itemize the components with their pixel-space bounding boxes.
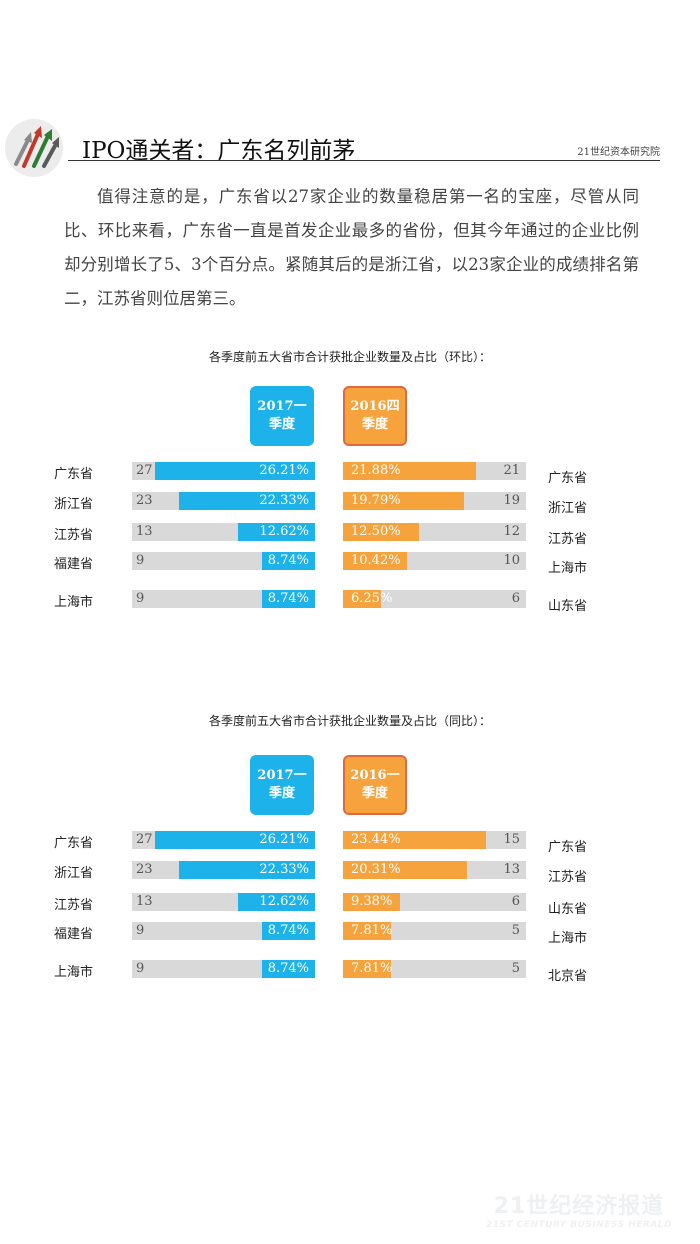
percent-label: 10.42% — [351, 553, 401, 568]
count-label: 6 — [511, 894, 520, 909]
count-label: 23 — [136, 493, 153, 508]
count-label: 13 — [503, 862, 520, 877]
badge-current: 2017一季度 — [250, 755, 314, 815]
province-label: 江苏省 — [54, 898, 94, 913]
province-label: 上海市 — [548, 931, 588, 946]
count-label: 13 — [136, 524, 153, 539]
percent-label: 12.62% — [259, 524, 309, 539]
bar-fill — [343, 462, 477, 480]
percent-label: 26.21% — [259, 463, 309, 478]
count-label: 9 — [136, 591, 145, 606]
province-label: 福建省 — [54, 557, 94, 572]
percent-label: 8.74% — [267, 923, 309, 938]
count-label: 9 — [136, 923, 145, 938]
percent-label: 12.62% — [259, 894, 309, 909]
badge-previous: 2016一季度 — [343, 755, 407, 815]
page-title: IPO通关者：广东名列前茅 — [82, 138, 356, 164]
province-label: 上海市 — [548, 561, 588, 576]
footer-watermark: 21世纪经济报道 21ST CENTURY BUSINESS HERALD — [486, 1188, 672, 1230]
chart-title: 各季度前五大省市合计获批企业数量及占比（同比）： — [208, 714, 491, 728]
count-label: 23 — [136, 862, 153, 877]
bar-fill — [343, 590, 382, 608]
badge-label: 2016一季度 — [350, 768, 400, 801]
count-label: 10 — [503, 553, 520, 568]
rising-arrows-icon — [5, 119, 63, 177]
badge-label: 2016四季度 — [350, 399, 400, 432]
percent-label: 7.81% — [351, 923, 393, 938]
bar-track — [343, 590, 526, 608]
bar-fill — [343, 960, 391, 978]
bar-fill — [343, 523, 420, 541]
count-label: 27 — [136, 463, 153, 478]
province-label: 山东省 — [548, 902, 588, 917]
badge-previous: 2016四季度 — [343, 386, 407, 446]
province-label: 广东省 — [54, 467, 94, 482]
province-label: 上海市 — [54, 595, 94, 610]
badge-current: 2017一季度 — [250, 386, 314, 446]
count-label: 21 — [503, 463, 520, 478]
bar-fill — [343, 552, 407, 570]
percent-label: 20.31% — [351, 862, 401, 877]
badge-label: 2017一季度 — [257, 399, 307, 432]
province-label: 江苏省 — [54, 528, 94, 543]
bar-fill — [238, 893, 315, 911]
province-label: 广东省 — [548, 471, 588, 486]
percent-label: 9.38% — [351, 894, 393, 909]
count-label: 6 — [511, 591, 520, 606]
header-divider — [68, 160, 660, 161]
percent-label: 8.74% — [267, 553, 309, 568]
count-label: 12 — [503, 524, 520, 539]
bar-fill — [261, 552, 315, 570]
percent-label: 12.50% — [351, 524, 401, 539]
count-label: 9 — [136, 553, 145, 568]
footer-name-en: 21ST CENTURY BUSINESS HERALD — [485, 1220, 672, 1230]
bar-fill — [343, 861, 467, 879]
count-label: 19 — [503, 493, 520, 508]
percent-label: 8.74% — [267, 961, 309, 976]
chart-title: 各季度前五大省市合计获批企业数量及占比（环比）： — [208, 350, 491, 364]
province-label: 广东省 — [548, 840, 588, 855]
percent-label: 22.33% — [259, 493, 309, 508]
percent-label: 21.88% — [351, 463, 401, 478]
percent-label: 8.74% — [267, 591, 309, 606]
bar-fill — [343, 922, 391, 940]
bar-fill — [155, 462, 315, 480]
intro-paragraph: 值得注意的是，广东省以27家企业的数量稳居第一名的宝座，尽管从同比、环比来看，广… — [64, 187, 639, 308]
bar-fill — [238, 523, 315, 541]
percent-label: 6.25% — [351, 591, 393, 606]
bar-fill — [155, 831, 315, 849]
percent-label: 23.44% — [351, 832, 401, 847]
province-label: 浙江省 — [54, 866, 94, 881]
province-label: 江苏省 — [548, 532, 588, 547]
province-label: 山东省 — [548, 599, 588, 614]
province-label: 浙江省 — [54, 497, 94, 512]
bar-fill — [178, 861, 315, 879]
province-label: 江苏省 — [548, 870, 588, 885]
bar-fill — [261, 922, 315, 940]
province-label: 上海市 — [54, 965, 94, 980]
percent-label: 7.81% — [351, 961, 393, 976]
badge-label: 2017一季度 — [257, 768, 307, 801]
percent-label: 19.79% — [351, 493, 401, 508]
bar-fill — [178, 492, 315, 510]
province-label: 浙江省 — [548, 501, 588, 516]
bar-fill — [343, 492, 464, 510]
count-label: 5 — [511, 961, 520, 976]
bar-fill — [343, 831, 486, 849]
province-label: 福建省 — [54, 927, 94, 942]
count-label: 15 — [503, 832, 520, 847]
bar-fill — [261, 960, 315, 978]
footer-name-cn: 21世纪经济报道 — [493, 1194, 665, 1219]
bar-fill — [343, 893, 401, 911]
province-label: 广东省 — [54, 836, 94, 851]
percent-label: 26.21% — [259, 832, 309, 847]
count-label: 13 — [136, 894, 153, 909]
percent-label: 22.33% — [259, 862, 309, 877]
source-label: 21世纪资本研究院 — [577, 147, 660, 158]
count-label: 5 — [511, 923, 520, 938]
province-label: 北京省 — [548, 969, 588, 984]
count-label: 27 — [136, 832, 153, 847]
count-label: 9 — [136, 961, 145, 976]
bar-fill — [261, 590, 315, 608]
